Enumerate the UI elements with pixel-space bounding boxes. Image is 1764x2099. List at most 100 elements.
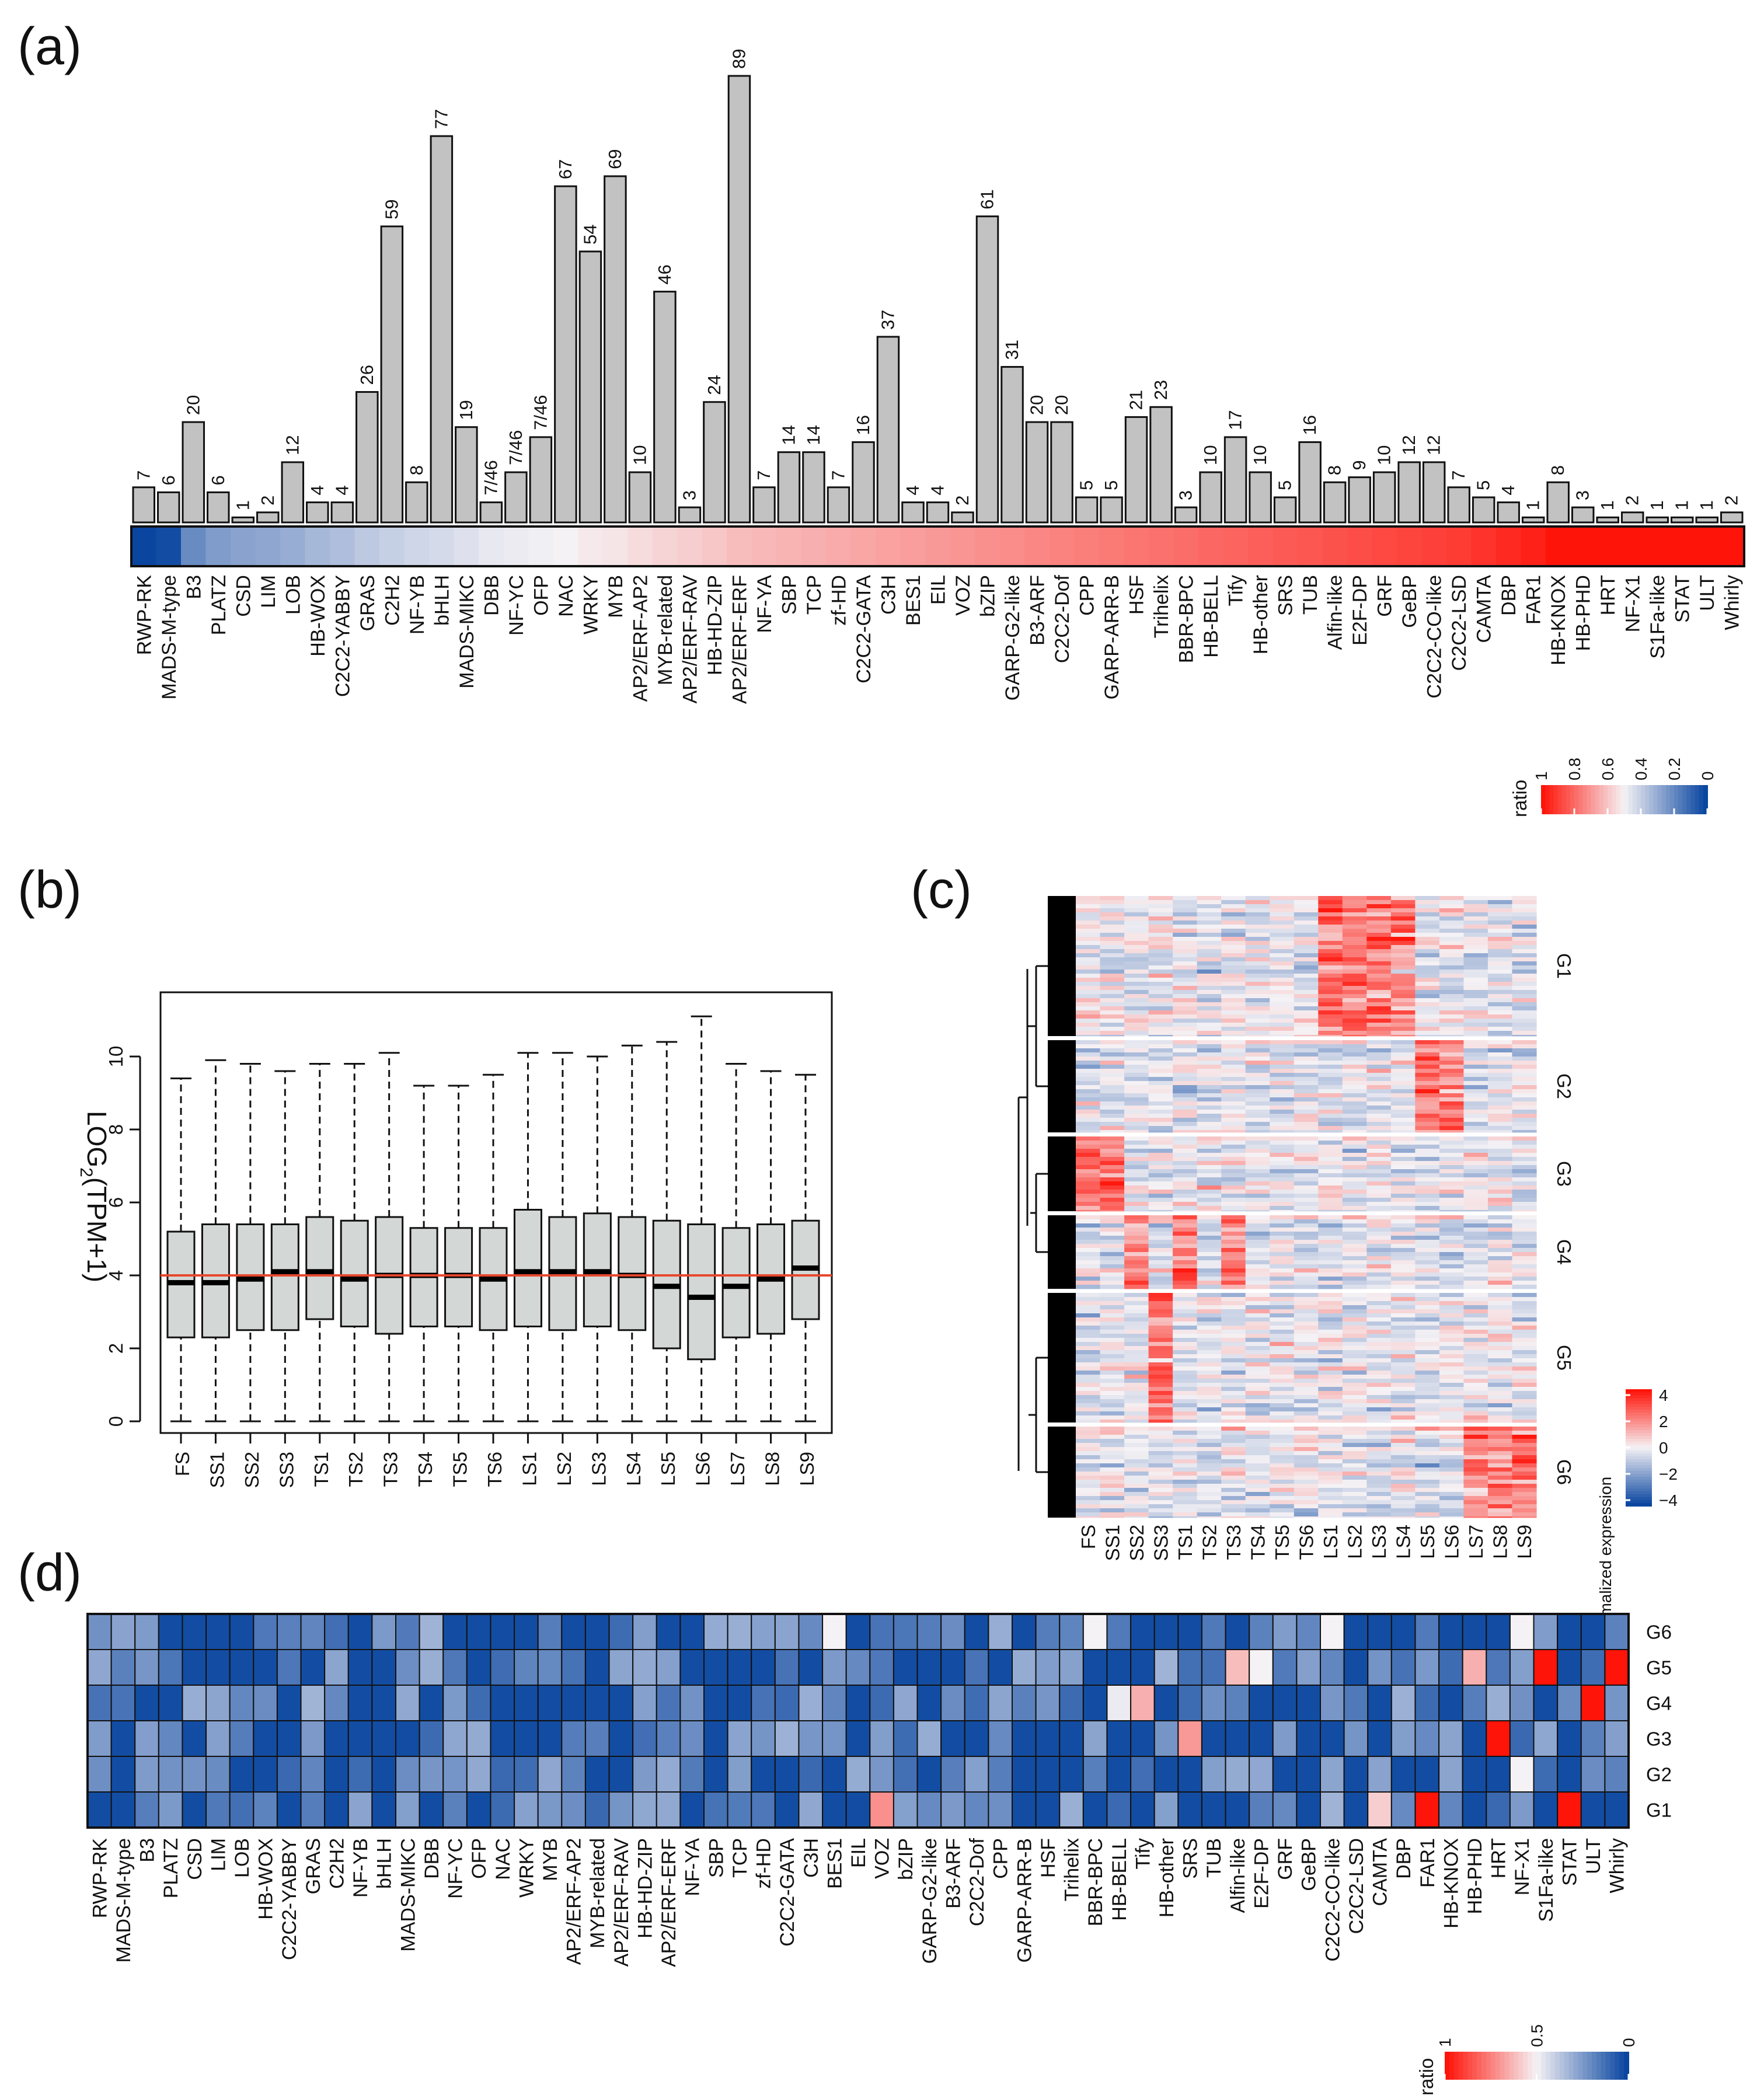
heat-cell: [1076, 1114, 1101, 1118]
heat-cell: [1197, 1346, 1222, 1351]
heat-cell: [1463, 1085, 1488, 1090]
heat-cell: [1148, 1383, 1173, 1387]
heat-cell: [1100, 1186, 1125, 1190]
bar-HSF: [1124, 416, 1148, 524]
heat-cell: [1342, 1081, 1367, 1086]
bar-HRT: [1596, 516, 1619, 524]
heat-cell: [1463, 1391, 1488, 1396]
heat-cell: [1173, 908, 1198, 913]
heat-cell: [1294, 896, 1319, 901]
legend-d-swatch: [1518, 2052, 1524, 2080]
bar-OFP: [529, 436, 553, 524]
category-label: Alfin-like: [1324, 575, 1347, 650]
heat-cell: [1221, 912, 1246, 917]
legend-c-swatch: [1626, 1404, 1652, 1407]
heat-cell: [1245, 1186, 1270, 1190]
heat-cell: [1148, 925, 1173, 929]
heat-cell: [1197, 953, 1222, 958]
ratio-cell-G3-FAR1: [1414, 1720, 1440, 1757]
ratio-cell-G3-HSF: [1035, 1720, 1061, 1757]
heat-cell: [1415, 1260, 1440, 1265]
heat-cell: [1318, 1190, 1343, 1194]
heat-cell: [1148, 1451, 1173, 1456]
heat-cell: [1439, 1342, 1465, 1347]
ratio-cell-G3-TCP: [727, 1720, 752, 1757]
heat-cell: [1221, 1165, 1246, 1170]
heat-cell: [1221, 1186, 1246, 1190]
heat-cell: [1487, 1052, 1513, 1057]
ratio-cell-G5-EIL: [845, 1649, 871, 1686]
heat-cell: [1439, 1504, 1465, 1509]
heat-cell: [1124, 1277, 1149, 1281]
heat-cell: [1173, 929, 1198, 933]
heat-cell: [1100, 896, 1125, 901]
heat-cell: [1463, 1081, 1488, 1086]
column-label-d: GARP-G2-like: [919, 1838, 941, 1964]
heat-cell: [1487, 1252, 1513, 1257]
heat-cell: [1294, 1371, 1319, 1375]
heat-cell: [1148, 1504, 1173, 1509]
heat-cell: [1439, 1472, 1465, 1476]
heat-cell: [1245, 1169, 1270, 1174]
legend-c-swatch: [1626, 1415, 1652, 1419]
heat-cell: [1245, 1375, 1270, 1379]
heat-cell: [1366, 1177, 1392, 1182]
heat-cell: [1124, 1293, 1149, 1298]
ratio-cell-G2-GARP-ARR-B: [1012, 1756, 1037, 1793]
heat-cell: [1439, 1114, 1465, 1118]
heat-cell: [1173, 1232, 1198, 1236]
ratio-cell-G5-HB-WOX: [253, 1649, 278, 1686]
heat-cell: [1512, 1173, 1537, 1178]
heat-cell: [1390, 1161, 1416, 1166]
heat-cell: [1221, 921, 1246, 925]
heat-cell: [1197, 1215, 1222, 1220]
ratio-cell-ULT: [1694, 527, 1720, 566]
heat-cell: [1148, 1322, 1173, 1326]
heat-cell: [1390, 1330, 1416, 1334]
heat-cell: [1366, 916, 1392, 921]
heat-cell: [1463, 1232, 1488, 1236]
heat-cell: [1294, 1309, 1319, 1314]
heat-cell: [1245, 916, 1270, 921]
heat-cell: [1366, 1141, 1392, 1145]
ratio-cell-G1-C2C2-YABBY: [276, 1791, 302, 1828]
heat-cell: [1415, 1048, 1440, 1053]
column-label-c: TS6: [1296, 1525, 1317, 1560]
heat-cell: [1415, 1252, 1440, 1257]
heat-cell: [1463, 994, 1488, 999]
column-label-d: CPP: [990, 1838, 1012, 1879]
heat-cell: [1197, 1480, 1222, 1484]
heat-cell: [1173, 953, 1198, 958]
heat-cell: [1439, 1035, 1465, 1037]
heat-cell: [1124, 1492, 1149, 1497]
heat-cell: [1197, 1435, 1222, 1439]
heat-cell: [1197, 1281, 1222, 1285]
heat-cell: [1390, 1354, 1416, 1359]
heat-cell: [1270, 1048, 1295, 1053]
heat-cell: [1512, 1069, 1537, 1073]
ratio-cell-G6-BBR-BPC: [1082, 1613, 1108, 1650]
heat-cell: [1366, 1069, 1392, 1073]
heat-cell: [1245, 1219, 1270, 1224]
heat-cell: [1487, 1350, 1513, 1355]
heat-cell: [1318, 1415, 1343, 1420]
heat-cell: [1366, 1044, 1392, 1049]
heat-cell: [1148, 933, 1173, 937]
heat-cell: [1076, 1190, 1101, 1194]
heat-cell: [1076, 1232, 1101, 1236]
ratio-cell-G4-NF-YA: [679, 1685, 705, 1721]
heat-cell: [1173, 1190, 1198, 1194]
heat-cell: [1415, 1027, 1440, 1031]
ratio-cell-G6-NF-X1: [1509, 1613, 1535, 1650]
heat-cell: [1197, 1061, 1222, 1065]
legend-a-swatch: [1616, 785, 1621, 814]
ratio-cell-G1-BBR-BPC: [1082, 1791, 1108, 1828]
heat-cell: [1124, 1202, 1149, 1207]
heat-cell: [1197, 1334, 1222, 1338]
heat-cell: [1197, 1244, 1222, 1249]
heat-cell: [1124, 970, 1149, 974]
heat-cell: [1342, 1338, 1367, 1343]
bar-NF-X1: [1620, 511, 1644, 524]
heat-cell: [1221, 1190, 1246, 1194]
heat-cell: [1294, 1512, 1319, 1517]
